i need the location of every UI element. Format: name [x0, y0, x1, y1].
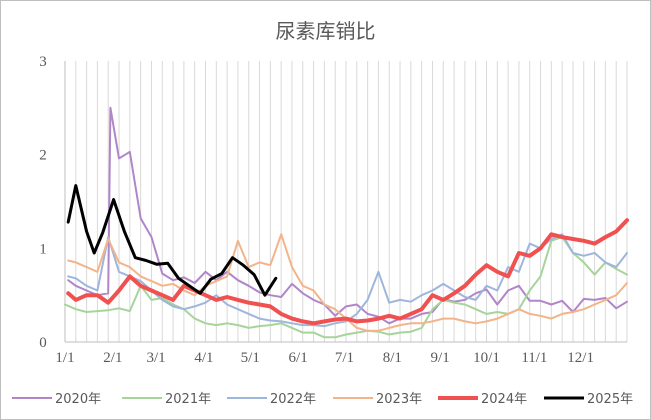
- x-tick-label: 4/1: [194, 350, 213, 366]
- series-line-5: [66, 218, 629, 326]
- series-line-6: [66, 184, 278, 297]
- x-tick-label: 5/1: [241, 350, 260, 366]
- legend-label: 2020年: [55, 392, 101, 407]
- grid-layer: [64, 61, 628, 342]
- x-tick-label: 3/1: [147, 350, 166, 366]
- x-tick-label: 7/1: [335, 350, 354, 366]
- axis-layer: 0 1 2 3 1/1 2/1 3/1 4/1 5/1 6/1 7/1 8/1 9/1 10/1 11/1 1…: [39, 54, 627, 366]
- y-tick-label: 1: [39, 241, 47, 257]
- y-tick-label: 2: [39, 148, 47, 164]
- x-tick-label: 1/1: [55, 350, 74, 366]
- series-line-4: [67, 233, 628, 332]
- series-line-3: [67, 233, 628, 328]
- legend-label: 2025年: [587, 392, 633, 407]
- legend: 2020年 2021年 2022年 2023年 2024年 2025年: [12, 392, 633, 407]
- x-tick-label: 11/1: [521, 350, 547, 366]
- legend-label: 2024年: [481, 392, 527, 407]
- legend-label: 2022年: [270, 392, 316, 407]
- series-line-1: [67, 106, 628, 325]
- legend-label: 2021年: [165, 392, 211, 407]
- y-tick-label: 0: [39, 335, 47, 351]
- series-line-2: [64, 236, 628, 339]
- legend-label: 2023年: [376, 392, 422, 407]
- y-tick-label: 3: [39, 54, 47, 70]
- x-tick-label: 6/1: [289, 350, 308, 366]
- series-layer: [64, 106, 629, 339]
- chart-title: 尿素库销比: [275, 19, 376, 43]
- x-tick-label: 9/1: [431, 350, 450, 366]
- x-tick-label: 12/1: [567, 350, 594, 366]
- x-tick-label: 8/1: [383, 350, 402, 366]
- x-tick-label: 2/1: [103, 350, 122, 366]
- x-tick-label: 10/1: [473, 350, 500, 366]
